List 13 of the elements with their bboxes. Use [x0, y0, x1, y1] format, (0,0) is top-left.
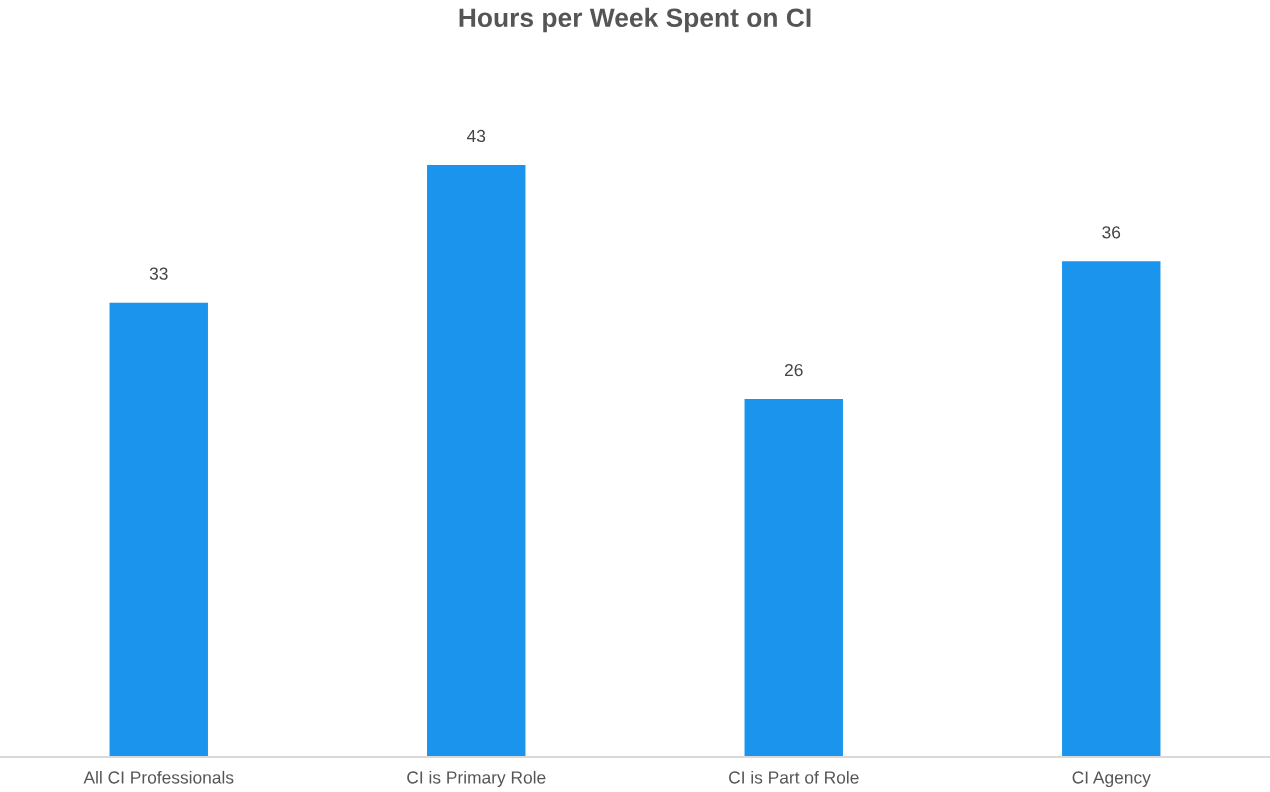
- data-label: 26: [784, 363, 803, 377]
- bar: [109, 302, 208, 757]
- data-label: 33: [149, 267, 168, 280]
- data-label: 36: [1102, 226, 1121, 239]
- x-tick-label: CI is Primary Role: [407, 770, 546, 788]
- x-tick-label: CI Agency: [1072, 771, 1151, 788]
- bar: [1062, 261, 1161, 757]
- bar: [744, 399, 843, 757]
- data-label: 43: [466, 129, 486, 143]
- x-tick-label: All CI Professionals: [83, 770, 234, 784]
- chart-title: Hours per Week Spent on CI: [459, 7, 811, 33]
- bar: [427, 165, 526, 757]
- x-tick-label: CI is Part of Role: [729, 770, 859, 784]
